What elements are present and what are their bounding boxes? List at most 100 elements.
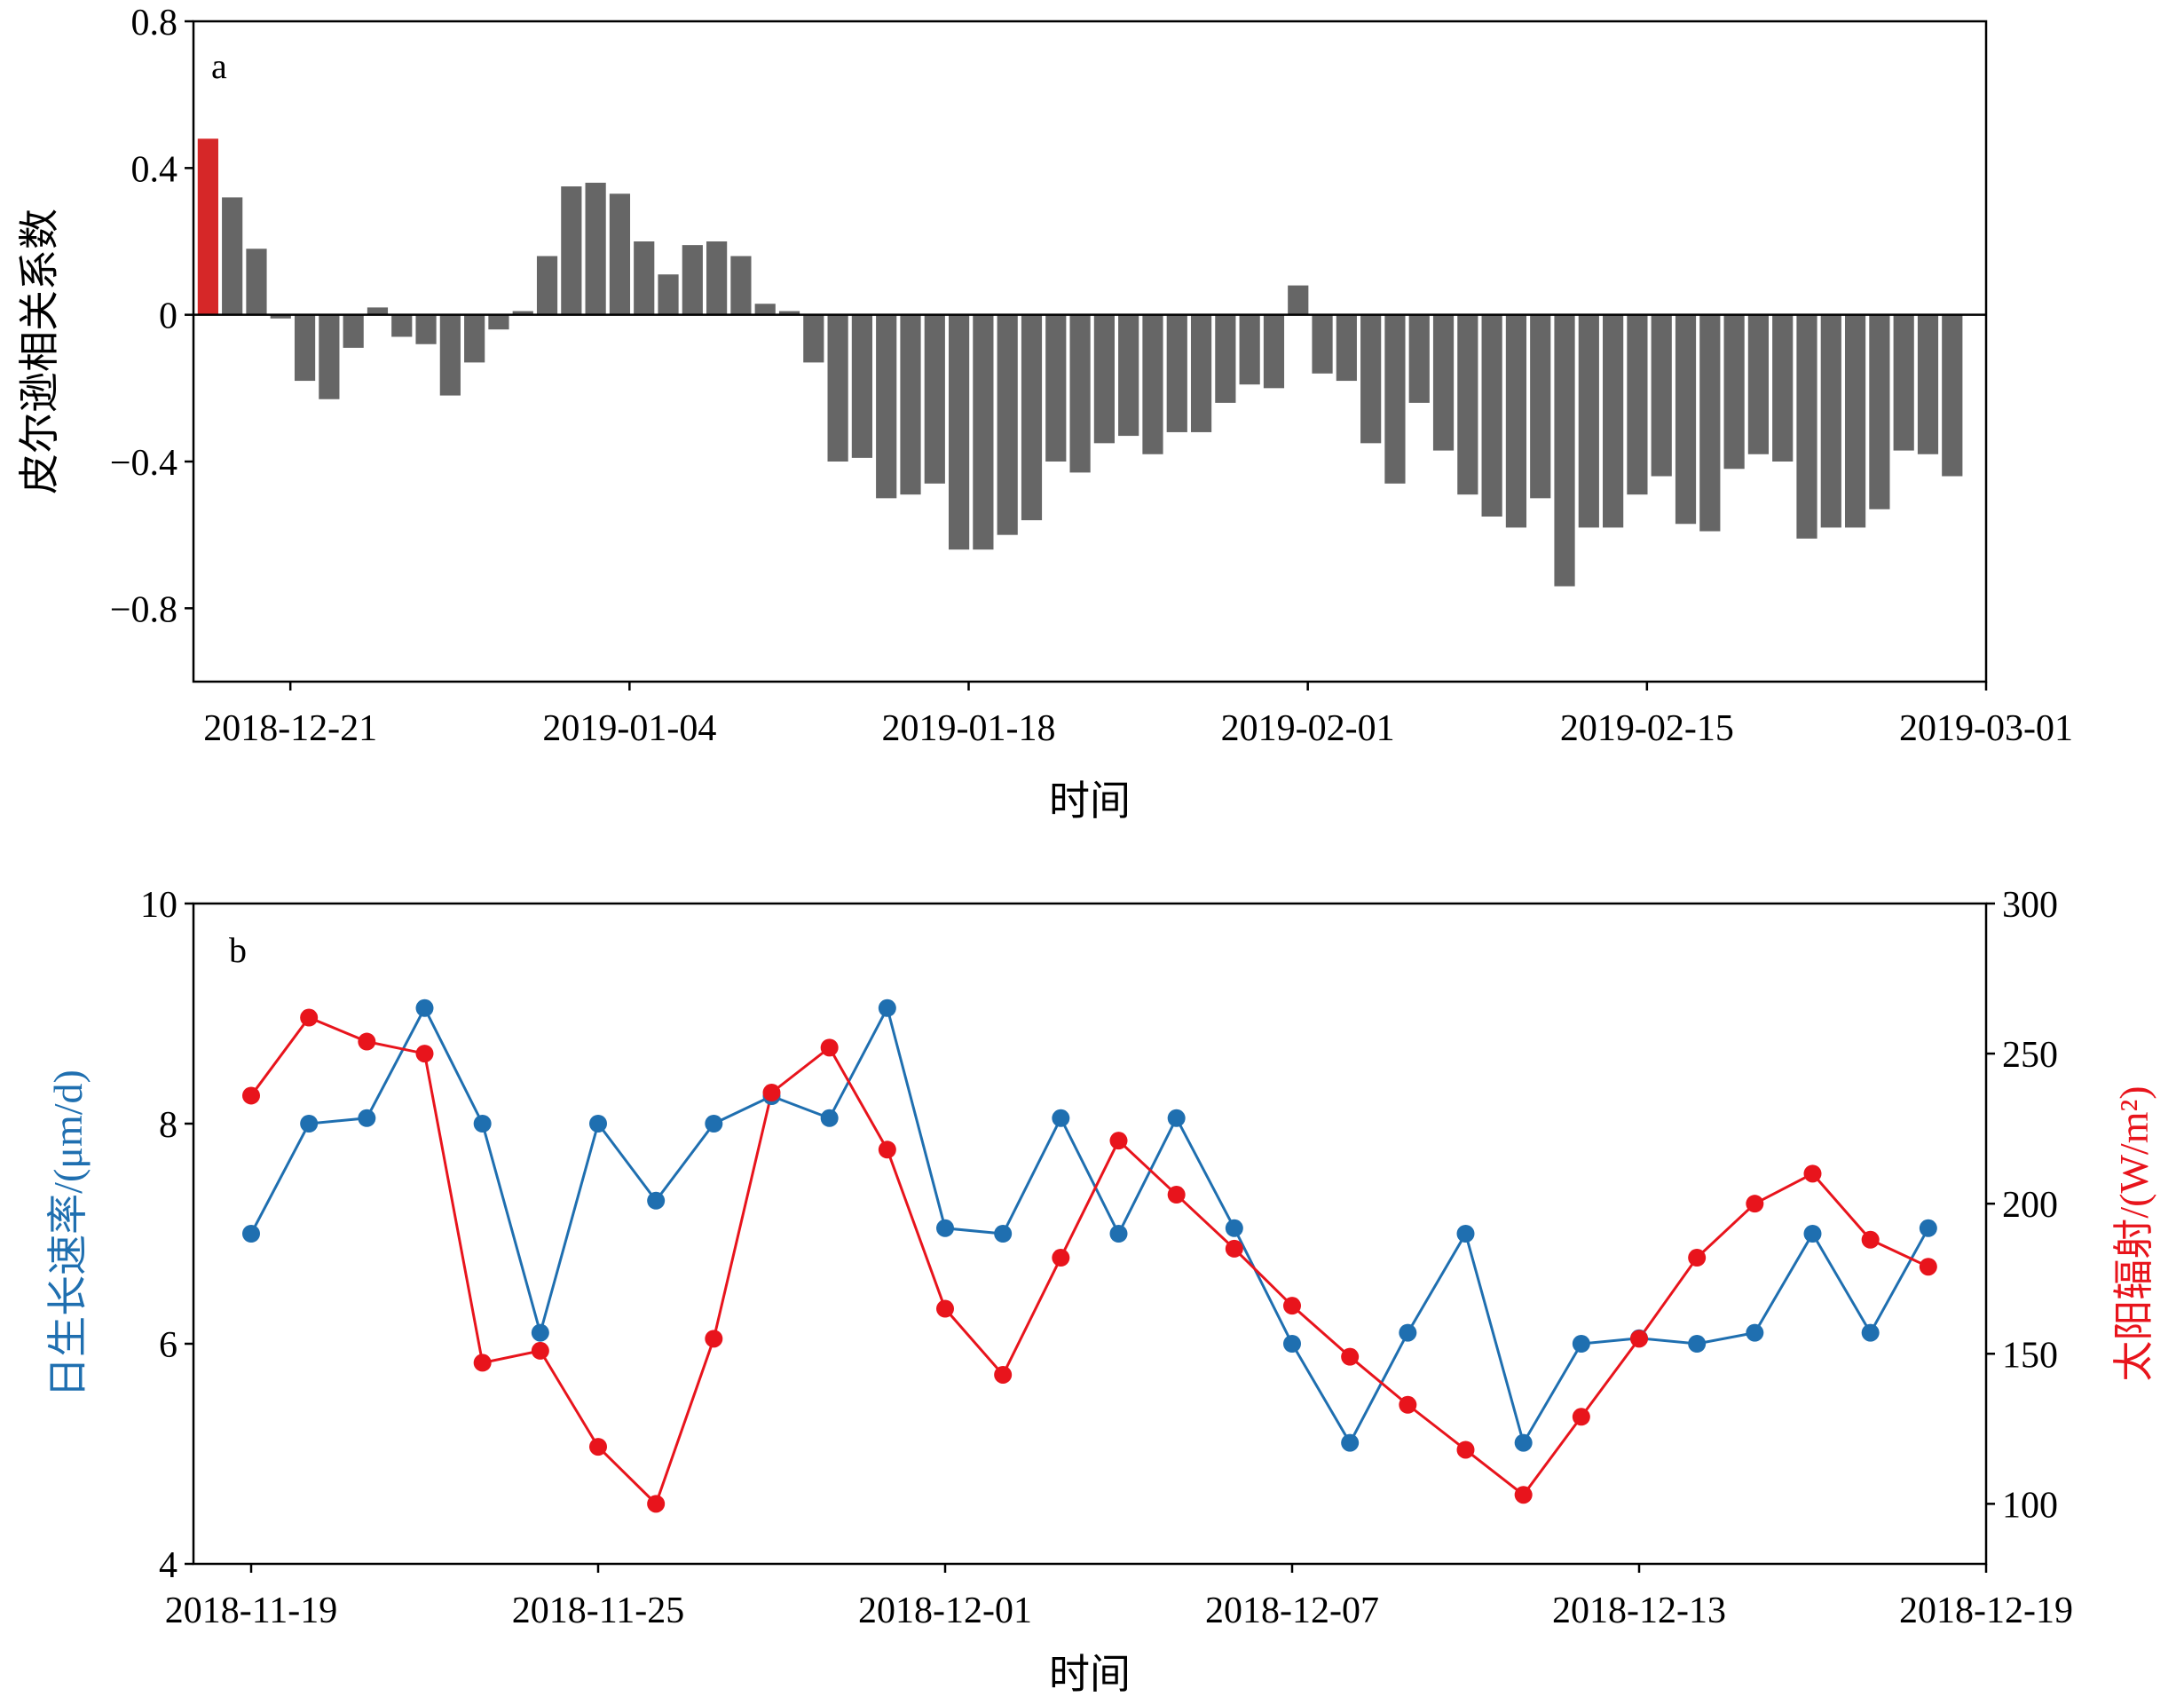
solar-radiation-point	[705, 1330, 723, 1348]
solar-radiation-point	[1803, 1164, 1822, 1183]
left-y-tick-label: 8	[159, 1105, 177, 1146]
x-tick-label: 2018-12-13	[1552, 1590, 1726, 1631]
solar-radiation-point	[300, 1008, 319, 1027]
left-y-tick-label: 10	[140, 885, 177, 926]
bar	[730, 256, 752, 315]
bar	[1118, 314, 1139, 437]
bar	[1408, 314, 1430, 403]
bar	[778, 311, 800, 315]
bar	[634, 241, 655, 315]
solar-radiation-point	[820, 1038, 839, 1057]
solar-radiation-point	[242, 1086, 260, 1105]
bar	[464, 314, 485, 363]
x-axis-label: 时间	[1049, 1652, 1131, 1697]
bar	[754, 304, 776, 315]
bar	[1505, 314, 1527, 528]
solar-radiation-line	[249, 1015, 1929, 1507]
right-y-tick-label: 200	[2002, 1185, 2058, 1226]
bar	[512, 311, 533, 315]
bar	[851, 314, 872, 458]
bar	[1336, 314, 1357, 382]
bar	[900, 314, 921, 495]
solar-radiation-point	[1572, 1408, 1590, 1426]
solar-radiation-point	[1861, 1230, 1880, 1249]
bar	[391, 314, 413, 337]
bar	[1917, 314, 1939, 454]
bar	[1747, 314, 1769, 454]
growth-rate-point	[820, 1109, 839, 1127]
y-tick-label: −0.8	[110, 589, 177, 630]
bar	[1190, 314, 1212, 432]
x-tick-label: 2019-02-01	[1221, 708, 1395, 749]
solar-radiation-point	[589, 1438, 607, 1456]
bar-highlight	[197, 138, 218, 315]
solar-radiation-point	[762, 1084, 781, 1102]
bar	[1723, 314, 1745, 470]
solar-radiation-point	[1919, 1258, 1937, 1276]
x-tick-label: 2019-03-01	[1899, 708, 2073, 749]
bar-group	[197, 138, 1963, 587]
bar	[585, 182, 606, 315]
y-axis-ticks: −0.8 −0.4 0 0.4 0.8	[110, 3, 193, 630]
solar-radiation-point	[1341, 1347, 1360, 1366]
y-axis-label: 皮尔逊相关系数	[17, 209, 62, 494]
bar	[1432, 314, 1455, 451]
solar-radiation-point	[473, 1354, 492, 1372]
bar	[343, 314, 364, 348]
growth-rate-point	[589, 1115, 607, 1133]
right-y-tick-label: 250	[2002, 1035, 2058, 1076]
solar-radiation-point	[1109, 1132, 1128, 1150]
growth-rate-point	[994, 1225, 1013, 1243]
bar	[1481, 314, 1502, 517]
solar-radiation-point	[531, 1341, 549, 1360]
x-tick-label: 2018-12-21	[203, 708, 377, 749]
growth-rate-point	[531, 1323, 549, 1342]
bar	[1045, 314, 1067, 462]
solar-radiation-point	[1456, 1440, 1475, 1459]
bar	[1239, 314, 1260, 385]
panel-letter-b: b	[229, 930, 247, 970]
growth-rate-point	[1167, 1109, 1186, 1127]
growth-rate-point	[936, 1219, 954, 1237]
bar	[1578, 314, 1599, 528]
growth-rate-point	[1109, 1225, 1128, 1243]
bar	[658, 274, 679, 315]
left-y-axis-ticks: 4 6 8 10	[140, 885, 193, 1586]
plot-frame	[192, 902, 1988, 1566]
panel-letter-a: a	[211, 46, 227, 86]
bar	[1263, 314, 1285, 389]
bar	[948, 314, 970, 550]
bar	[270, 314, 291, 319]
x-tick-label: 2018-12-19	[1899, 1590, 2073, 1631]
solar-radiation-point	[994, 1365, 1013, 1384]
bar	[1554, 314, 1575, 587]
growth-rate-point	[242, 1225, 260, 1243]
bar	[997, 314, 1018, 535]
bar	[319, 314, 340, 399]
growth-rate-point	[1861, 1323, 1880, 1342]
bar	[1166, 314, 1187, 432]
right-y-tick-label: 100	[2002, 1485, 2058, 1526]
growth-rate-point	[647, 1191, 666, 1210]
x-tick-label: 2018-12-01	[858, 1590, 1032, 1631]
bar	[682, 245, 703, 315]
x-axis-label: 时间	[1049, 778, 1131, 824]
bar	[1288, 285, 1309, 315]
bar	[1869, 314, 1890, 509]
series-points	[242, 998, 1937, 1513]
solar-radiation-point	[1167, 1186, 1186, 1204]
solar-radiation-point	[936, 1299, 954, 1318]
left-y-tick-label: 4	[159, 1545, 177, 1586]
growth-rate-point	[1399, 1323, 1417, 1342]
bar	[222, 197, 243, 315]
bar	[1796, 314, 1817, 539]
right-y-tick-label: 300	[2002, 885, 2058, 926]
y-tick-label: 0.8	[131, 3, 178, 43]
growth-rate-point	[1341, 1433, 1360, 1452]
growth-rate-point	[1746, 1323, 1764, 1342]
bar	[1093, 314, 1115, 444]
bar	[1384, 314, 1406, 484]
right-y-axis-ticks: 100 150 200 250 300	[1986, 885, 2058, 1526]
bar	[827, 314, 848, 462]
